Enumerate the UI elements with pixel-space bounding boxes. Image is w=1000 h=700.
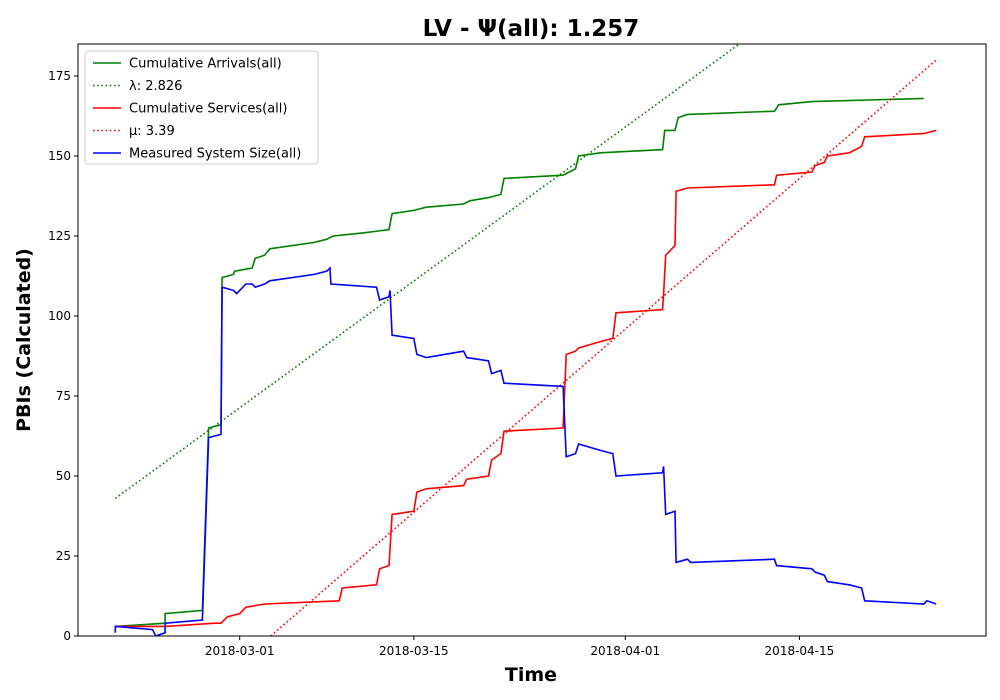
- legend: Cumulative Arrivals(all) λ: 2.826 Cumulati…: [84, 50, 319, 165]
- x-tick-label: 2018-03-01: [205, 644, 275, 658]
- x-axis-ticks: 2018-03-01 2018-03-15 2018-04-01 2018-04-15: [205, 636, 834, 658]
- chart-title: LV - Ψ(all): 1.257: [423, 16, 640, 42]
- x-tick-label: 2018-03-15: [379, 644, 449, 658]
- legend-label-4: μ: 3.39: [129, 124, 175, 139]
- y-tick-label: 125: [48, 229, 71, 243]
- y-tick-label: 175: [48, 69, 71, 83]
- legend-label-3: Cumulative Services(all): [129, 102, 287, 117]
- y-axis-title: PBIs (Calculated): [13, 248, 35, 432]
- plot-frame: [77, 43, 987, 637]
- series-line-5: [114, 266, 937, 636]
- y-tick-label: 150: [48, 149, 71, 163]
- series-line-2: [114, 44, 740, 500]
- series-line-3: [115, 129, 937, 628]
- y-tick-label: 50: [56, 469, 71, 483]
- legend-label-2: λ: 2.826: [129, 79, 182, 94]
- series-layer: [114, 44, 937, 636]
- y-tick-label: 0: [63, 629, 71, 643]
- series-line-1: [115, 97, 924, 628]
- legend-label-5: Measured System Size(all): [129, 147, 301, 162]
- x-tick-label: 2018-04-01: [590, 644, 660, 658]
- y-tick-label: 25: [56, 549, 71, 563]
- y-tick-label: 75: [56, 389, 71, 403]
- legend-label-1: Cumulative Arrivals(all): [129, 57, 282, 72]
- series-line-4: [270, 59, 937, 636]
- x-tick-label: 2018-04-15: [765, 644, 835, 658]
- y-axis-ticks: 0 25 50 75 100 125 150 175: [48, 69, 78, 643]
- legend-box: [84, 50, 319, 165]
- x-axis-title: Time: [505, 664, 557, 686]
- y-tick-label: 100: [48, 309, 71, 323]
